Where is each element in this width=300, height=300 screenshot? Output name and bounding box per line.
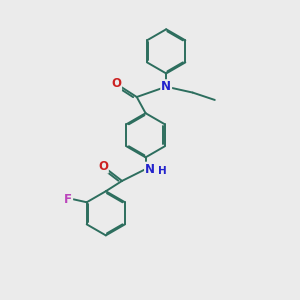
Text: O: O (111, 77, 121, 90)
Text: N: N (161, 80, 171, 93)
Text: H: H (158, 167, 167, 176)
Text: F: F (64, 193, 72, 206)
Text: N: N (145, 163, 155, 176)
Text: O: O (98, 160, 108, 173)
